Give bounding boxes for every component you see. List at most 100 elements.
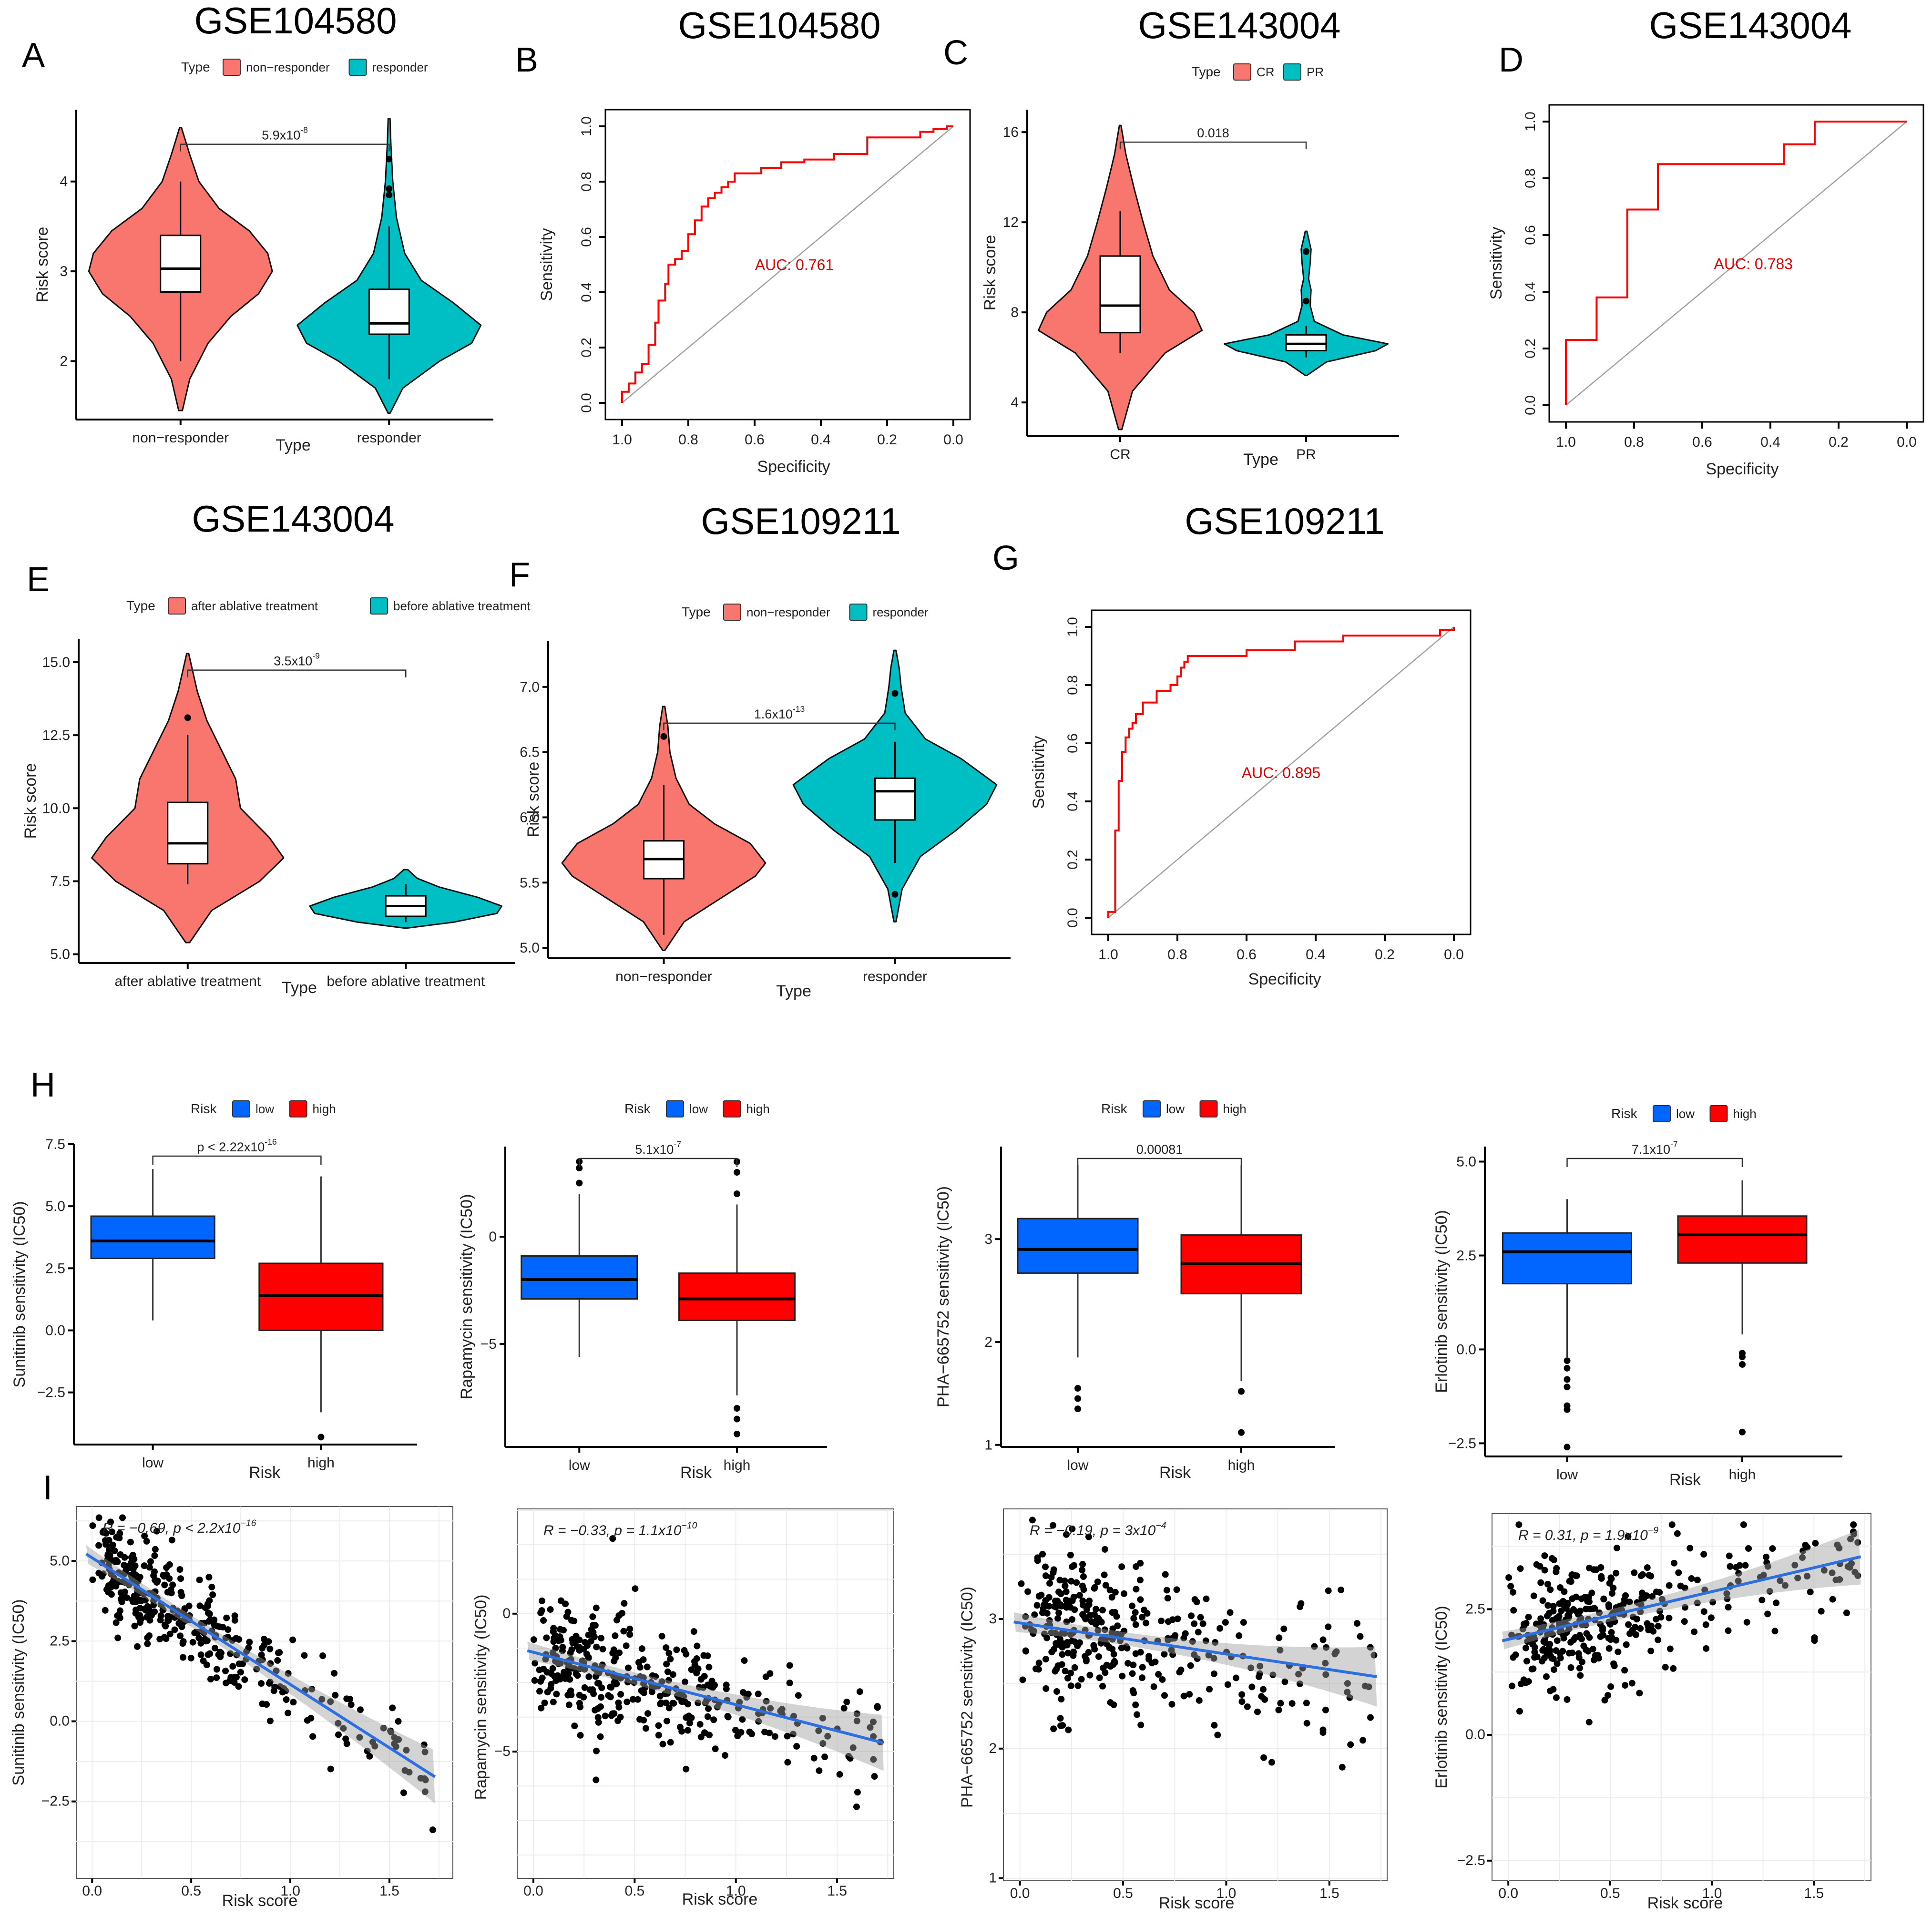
x-tick-label: after ablative treatment [114,974,261,989]
data-point [1057,1590,1064,1598]
data-point [1655,1622,1662,1630]
p-value: 5.1x10-7 [635,1139,681,1157]
data-point [1022,1647,1029,1654]
outlier-point [1564,1444,1571,1451]
data-point [557,1597,564,1604]
y-tick-label: 0.6 [1065,733,1081,753]
panel-title: GSE109211 [701,500,900,542]
data-point [258,1645,266,1652]
data-point [1818,1608,1825,1615]
data-point [401,1767,409,1774]
data-point [682,1678,689,1685]
roc-curve [621,125,953,403]
data-point [1129,1602,1136,1609]
data-point [1322,1671,1329,1678]
bracket-line [1566,1158,1743,1167]
data-point [557,1660,564,1667]
y-tick-label: 16 [1003,124,1019,140]
data-point [1325,1623,1332,1630]
data-point [1064,1675,1071,1682]
y-tick-label: 5.5 [520,875,540,891]
y-tick-label: 0.0 [579,393,594,413]
data-point [1694,1599,1701,1607]
data-point [99,1573,106,1580]
x-tick-label: non−responder [132,430,229,446]
data-point [1540,1621,1547,1628]
y-tick-label: 2.5 [1456,1248,1476,1263]
scatter-points [89,1514,436,1834]
data-point [576,1691,583,1699]
data-point [593,1776,600,1784]
data-point [1707,1614,1715,1621]
data-point [1195,1629,1202,1636]
data-point [1626,1599,1633,1606]
data-point [1295,1671,1302,1678]
data-point [1649,1593,1656,1600]
data-point [810,1754,818,1762]
y-axis-title: Risk score [33,227,51,303]
data-point [276,1683,284,1690]
y-tick-label: 1.0 [1523,112,1538,132]
outlier-point [734,1169,740,1176]
y-axis-title: PHA−665752 sensitivity (IC50) [958,1587,976,1808]
outlier-point [184,714,191,721]
data-point [1129,1670,1136,1677]
data-point [1700,1551,1707,1558]
data-point [340,1725,347,1732]
data-point [688,1666,695,1673]
data-point [1763,1553,1770,1560]
data-point [705,1663,713,1671]
data-point [849,1744,857,1751]
data-point [1112,1589,1119,1596]
x-axis-title: Specificity [757,458,830,476]
data-point [1161,1650,1168,1658]
panel-I4: R = 0.31, p = 1.9x10−9 0.0 0.5 1.0 1.5 −2.5 0.… [1432,1513,1871,1912]
data-point [789,1731,797,1738]
roc-curve [1107,627,1455,918]
data-point [1600,1631,1607,1639]
data-point [1691,1628,1698,1635]
data-point [1254,1708,1261,1715]
data-point [665,1704,673,1712]
data-point [1622,1592,1629,1599]
data-point [1053,1688,1061,1695]
data-point [1188,1612,1195,1620]
x-axis-title: Risk score [1159,1894,1235,1912]
data-point [1645,1623,1652,1630]
data-point [786,1662,793,1669]
data-point [1644,1564,1651,1571]
data-point [1244,1703,1251,1710]
data-point [395,1718,402,1725]
y-tick-label: 2.5 [45,1261,65,1276]
data-point [1573,1572,1580,1579]
y-tick-label: 0.2 [579,338,594,358]
data-point [420,1741,428,1748]
data-point [1544,1602,1552,1609]
data-point [1512,1651,1519,1659]
outlier-point [734,1431,740,1437]
data-point [784,1759,791,1766]
data-point [1576,1664,1583,1671]
data-point [1510,1607,1517,1614]
data-point [1145,1656,1153,1663]
data-point [235,1683,242,1690]
data-point [1030,1630,1037,1637]
data-point [185,1602,193,1609]
plot-frame [604,109,971,420]
outlier-point [1739,1428,1746,1435]
data-point [1666,1614,1673,1621]
data-point [550,1628,557,1635]
data-point [1132,1702,1139,1709]
y-tick-label: 6.0 [520,810,540,825]
outlier-point [1303,297,1309,305]
data-point [1536,1563,1544,1570]
data-point [1205,1651,1212,1659]
data-point [169,1581,176,1589]
data-point [1240,1619,1247,1626]
data-point [1139,1614,1146,1621]
data-point [1090,1642,1097,1649]
data-point [1079,1567,1086,1574]
data-point [1086,1597,1093,1604]
scatter-points [530,1535,884,1810]
y-tick-label: 4 [60,174,68,190]
